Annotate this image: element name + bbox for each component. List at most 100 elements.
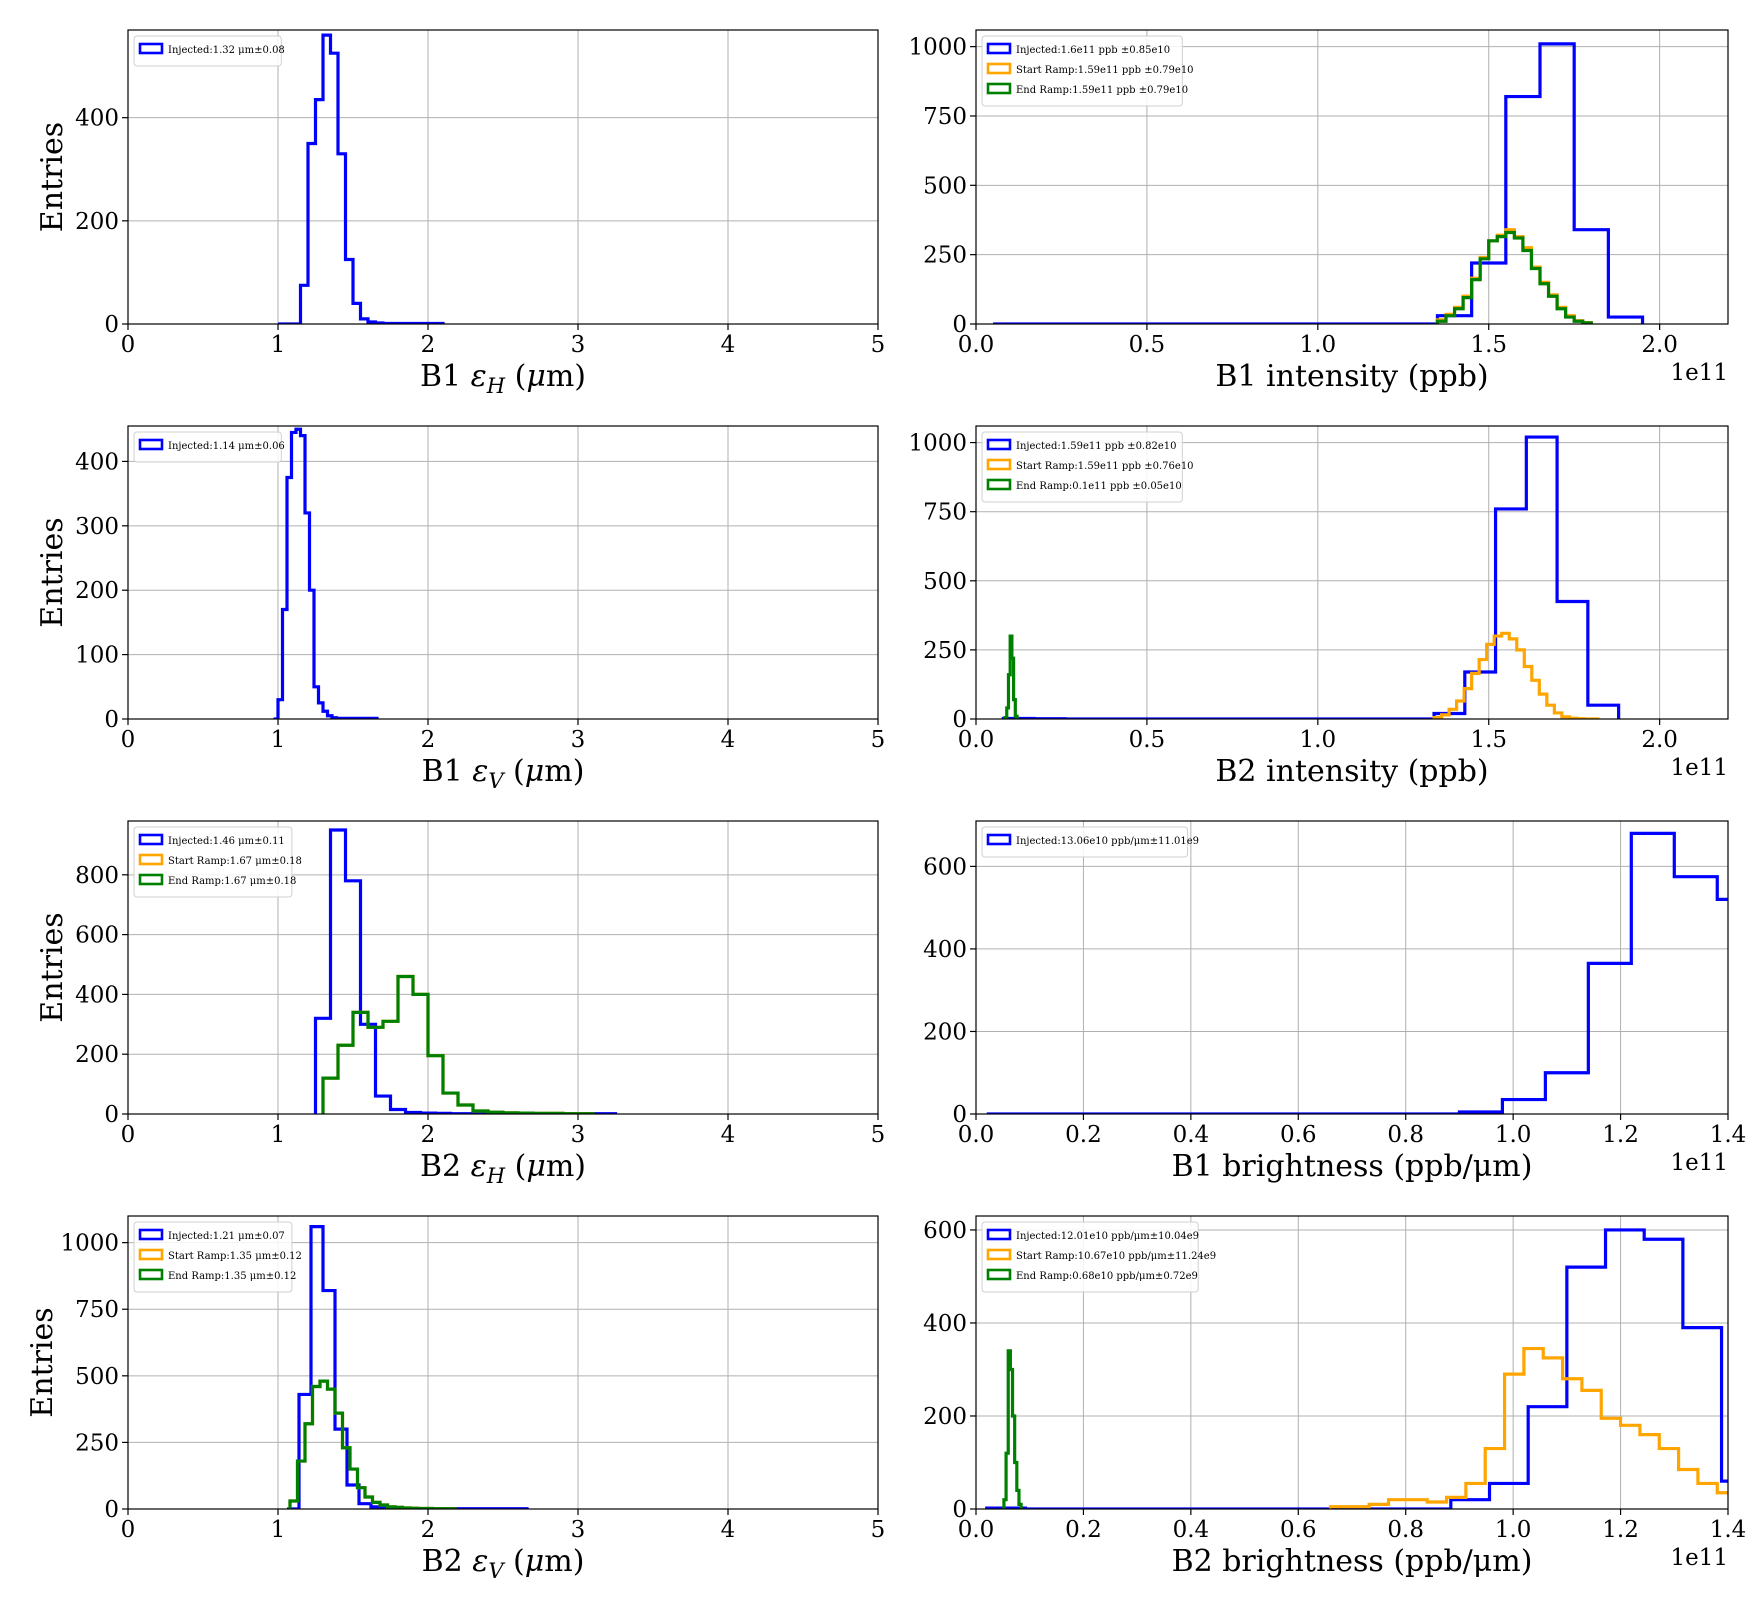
legend: Injected:1.46 μm±0.11 Start Ramp:1.67 μm±… bbox=[133, 826, 302, 898]
x-tick-label: 0.0 bbox=[958, 1122, 995, 1148]
legend: Injected:1.14 μm±0.06 bbox=[133, 431, 285, 463]
series-group bbox=[278, 33, 445, 324]
histogram-series-0 bbox=[278, 33, 445, 324]
x-tick-label: 0.2 bbox=[1065, 1122, 1102, 1148]
axes-frame bbox=[127, 1215, 879, 1510]
histogram-series-0 bbox=[287, 1225, 529, 1509]
series-group bbox=[313, 828, 618, 1114]
histogram-series-0 bbox=[273, 427, 379, 719]
axis-offset-label: 1e11 bbox=[1670, 1545, 1728, 1571]
legend-swatch bbox=[138, 1268, 164, 1281]
legend-swatch bbox=[138, 438, 164, 451]
legend-label: Injected:12.01e10 ppb/μm±10.04e9 bbox=[1016, 1231, 1199, 1242]
y-tick-label: 500 bbox=[923, 173, 967, 199]
x-tick-label: 1.0 bbox=[1300, 332, 1337, 358]
x-axis-label: B2 intensity (ppb) bbox=[1215, 754, 1488, 789]
x-tick-label: 0.8 bbox=[1387, 1517, 1424, 1543]
x-tick-label: 0.6 bbox=[1280, 1122, 1317, 1148]
legend-label: Injected:1.6e11 ppb ±0.85e10 bbox=[1016, 45, 1170, 56]
grid bbox=[975, 821, 1729, 1115]
legend-swatch bbox=[986, 1268, 1012, 1281]
y-tick-label: 750 bbox=[75, 1297, 119, 1323]
panel-b2-ev: 0 1 2 3 4 5 0 250 500 750 1000 B2 εV (μm) Entries Inj… bbox=[25, 1215, 886, 1583]
series-group bbox=[287, 1225, 529, 1509]
legend-swatch bbox=[138, 833, 164, 846]
grid bbox=[127, 426, 879, 720]
x-tick-label: 0.0 bbox=[958, 332, 995, 358]
y-tick-label: 0 bbox=[952, 707, 967, 733]
histogram-series-1 bbox=[288, 1379, 457, 1509]
histogram-series-0 bbox=[1001, 435, 1621, 719]
legend-box bbox=[981, 826, 1189, 858]
legend-swatch bbox=[138, 42, 164, 55]
legend-swatch bbox=[138, 1228, 164, 1241]
legend-swatch bbox=[986, 62, 1012, 75]
x-tick-label: 0.6 bbox=[1280, 1517, 1317, 1543]
legend-label: End Ramp:1.35 μm±0.12 bbox=[168, 1271, 296, 1282]
legend-swatch bbox=[986, 1248, 1012, 1261]
x-tick-label: 0.2 bbox=[1065, 1517, 1102, 1543]
panel-b1-eh: 0 1 2 3 4 5 0 200 400 B1 εH (μm) Entries Injected:1… bbox=[35, 29, 886, 398]
x-tick-label: 1.2 bbox=[1602, 1517, 1639, 1543]
y-tick-label: 400 bbox=[75, 982, 119, 1008]
y-tick-label: 0 bbox=[104, 1102, 119, 1128]
x-tick-label: 2 bbox=[421, 332, 436, 358]
x-tick-label: 3 bbox=[571, 332, 586, 358]
legend-swatch bbox=[986, 458, 1012, 471]
histogram-series-0 bbox=[993, 42, 1645, 324]
histogram-series-2 bbox=[1002, 1349, 1023, 1509]
x-tick-label: 4 bbox=[721, 1122, 736, 1148]
legend-swatch bbox=[138, 853, 164, 866]
y-tick-label: 200 bbox=[75, 209, 119, 235]
legend: Injected:13.06e10 ppb/μm±11.01e9 bbox=[981, 826, 1199, 858]
axes-frame bbox=[127, 425, 879, 720]
x-tick-label: 4 bbox=[721, 1517, 736, 1543]
y-tick-label: 400 bbox=[75, 106, 119, 132]
x-tick-label: 2 bbox=[421, 1517, 436, 1543]
x-tick-label: 0.8 bbox=[1387, 1122, 1424, 1148]
legend-label: Start Ramp:1.59e11 ppb ±0.76e10 bbox=[1016, 461, 1194, 472]
x-tick-label: 5 bbox=[871, 1517, 886, 1543]
histogram-series-0 bbox=[313, 828, 618, 1114]
panel-b1-brightness: 0.0 0.2 0.4 0.6 0.8 1.0 1.2 1.4 0 200 400 600 1e11 B1… bbox=[923, 820, 1747, 1184]
legend-box bbox=[133, 1221, 293, 1293]
x-tick-label: 5 bbox=[871, 332, 886, 358]
legend-label: Start Ramp:1.35 μm±0.12 bbox=[168, 1251, 302, 1262]
y-tick-label: 0 bbox=[952, 1497, 967, 1523]
x-tick-label: 1.4 bbox=[1710, 1122, 1747, 1148]
histogram-series-2 bbox=[288, 1379, 457, 1509]
legend-box bbox=[981, 35, 1183, 107]
legend-swatch bbox=[138, 873, 164, 886]
axis-offset-label: 1e11 bbox=[1670, 755, 1728, 781]
x-tick-label: 0 bbox=[121, 1122, 136, 1148]
y-tick-label: 500 bbox=[75, 1364, 119, 1390]
x-tick-label: 1 bbox=[271, 1517, 286, 1543]
x-tick-label: 2 bbox=[421, 727, 436, 753]
y-tick-label: 800 bbox=[75, 863, 119, 889]
y-tick-label: 250 bbox=[75, 1430, 119, 1456]
y-tick-label: 100 bbox=[75, 643, 119, 669]
legend-box bbox=[981, 1221, 1199, 1293]
y-tick-label: 200 bbox=[923, 1404, 967, 1430]
histogram-series-0 bbox=[985, 1228, 1728, 1509]
y-tick-label: 400 bbox=[923, 1311, 967, 1337]
y-tick-label: 250 bbox=[923, 243, 967, 269]
y-tick-label: 0 bbox=[104, 707, 119, 733]
x-tick-label: 2.0 bbox=[1641, 727, 1678, 753]
axis-offset-label: 1e11 bbox=[1670, 1150, 1728, 1176]
x-tick-label: 5 bbox=[871, 1122, 886, 1148]
y-tick-label: 200 bbox=[75, 1042, 119, 1068]
series-group bbox=[993, 42, 1645, 324]
series-group bbox=[1001, 435, 1621, 719]
y-tick-label: 750 bbox=[923, 500, 967, 526]
histogram-series-1 bbox=[1432, 631, 1600, 719]
x-tick-label: 0 bbox=[121, 727, 136, 753]
legend-swatch bbox=[138, 1248, 164, 1261]
y-tick-label: 0 bbox=[104, 1497, 119, 1523]
x-tick-label: 1.5 bbox=[1470, 332, 1507, 358]
x-tick-label: 3 bbox=[571, 1517, 586, 1543]
legend: Injected:1.59e11 ppb ±0.82e10 Start Ramp:… bbox=[981, 431, 1194, 503]
y-tick-label: 250 bbox=[923, 638, 967, 664]
x-tick-label: 3 bbox=[571, 727, 586, 753]
